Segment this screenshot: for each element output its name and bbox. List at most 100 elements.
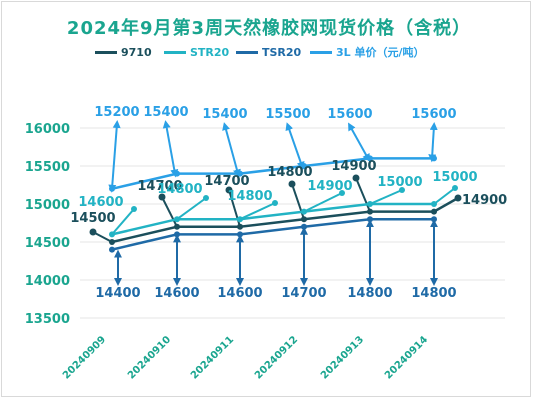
- data-point: [225, 186, 233, 194]
- data-point: [367, 208, 373, 215]
- data-label: 14900: [331, 159, 376, 174]
- callout-leader: [369, 189, 403, 205]
- data-label: 14500: [70, 211, 115, 226]
- data-label: 15400: [202, 107, 247, 122]
- legend-item-tsr20: TSR20: [236, 45, 301, 59]
- data-point: [431, 155, 437, 162]
- legend-label: TSR20: [262, 45, 302, 59]
- legend-label: STR20: [190, 45, 230, 59]
- data-label: 14600: [217, 286, 262, 301]
- legend-label: 9710: [121, 45, 152, 59]
- legend-swatch: [310, 50, 332, 54]
- data-point: [109, 231, 115, 238]
- data-label: 14800: [227, 189, 272, 204]
- data-label: 14600: [154, 286, 199, 301]
- callout-leader: [92, 231, 113, 243]
- data-label: 14700: [137, 179, 182, 194]
- y-tick-label: 16000: [25, 122, 70, 137]
- data-label: 14800: [267, 165, 312, 180]
- data-label: 14800: [347, 286, 392, 301]
- callout-leader: [176, 197, 207, 221]
- y-tick-label: 15000: [25, 198, 70, 213]
- data-label: 14900: [462, 193, 507, 208]
- data-point: [174, 216, 180, 223]
- data-point: [454, 194, 462, 202]
- data-point: [237, 170, 243, 177]
- data-point: [339, 190, 345, 196]
- data-point: [131, 206, 137, 212]
- data-point: [452, 185, 458, 191]
- series-line: [111, 217, 434, 251]
- chart-title: 2024年9月第3周天然橡胶网现货价格（含税）: [66, 18, 472, 39]
- data-point: [399, 187, 405, 193]
- callout-arrow: [108, 120, 121, 193]
- data-point: [272, 200, 278, 206]
- x-tick-label: 20240909: [61, 334, 108, 381]
- data-point: [203, 195, 209, 201]
- data-point: [367, 201, 373, 207]
- callout-arrow: [222, 122, 241, 178]
- data-point: [174, 231, 180, 238]
- data-point: [367, 216, 373, 223]
- y-tick-label: 14000: [25, 274, 70, 289]
- data-point: [237, 231, 243, 238]
- data-label: 14400: [95, 286, 140, 301]
- data-point: [352, 174, 360, 182]
- data-point: [174, 223, 180, 230]
- legend-item-9710: 9710: [95, 45, 152, 59]
- legend-swatch: [95, 50, 117, 54]
- data-point: [237, 216, 243, 223]
- data-point: [237, 223, 243, 230]
- data-label: 14700: [204, 174, 249, 189]
- data-point: [174, 170, 180, 177]
- x-tick-label: 20240914: [383, 334, 430, 381]
- data-point: [301, 163, 307, 169]
- data-point: [301, 208, 307, 215]
- data-point: [109, 239, 115, 245]
- x-tick-label: 20240910: [126, 334, 173, 381]
- data-point: [89, 228, 97, 236]
- data-point: [109, 246, 115, 253]
- y-tick-label: 14500: [25, 236, 70, 251]
- callout-arrow: [285, 122, 305, 170]
- legend-item-3l: 3L 单价（元/吨）: [310, 45, 425, 59]
- data-label: 14900: [307, 179, 352, 194]
- callout-arrow: [162, 120, 179, 178]
- callout-leader: [239, 202, 276, 221]
- data-label: 15600: [327, 107, 372, 122]
- series-line: [111, 202, 434, 236]
- data-label: 14800: [411, 286, 456, 301]
- data-point: [109, 185, 115, 192]
- series-line: [111, 157, 434, 191]
- data-point: [288, 180, 296, 188]
- x-tick-label: 20240911: [189, 334, 236, 381]
- callout-leader: [433, 187, 456, 205]
- y-tick-label: 15500: [25, 160, 70, 175]
- legend-item-str20: STR20: [164, 45, 229, 59]
- callout-leader: [161, 196, 178, 228]
- x-tick-label: 20240912: [253, 334, 300, 381]
- data-point: [431, 201, 437, 207]
- x-tick-label: 20240913: [319, 334, 366, 381]
- data-point: [431, 216, 437, 223]
- data-label: 15000: [377, 175, 422, 190]
- data-label: 14600: [78, 195, 123, 210]
- data-label: 15400: [143, 105, 188, 120]
- y-tick-label: 13500: [25, 312, 70, 327]
- callout-leader: [303, 192, 343, 213]
- callout-arrow: [348, 122, 370, 162]
- legend-label: 3L 单价（元/吨）: [336, 46, 425, 59]
- data-label: 15500: [265, 107, 310, 122]
- data-label: 15200: [94, 105, 139, 120]
- callout-arrow: [428, 122, 438, 163]
- callout-leader: [355, 177, 371, 212]
- data-point: [158, 193, 166, 201]
- data-label: 15600: [411, 107, 456, 122]
- data-label: 15000: [432, 170, 477, 185]
- data-point: [301, 216, 307, 223]
- data-label: 14800: [157, 182, 202, 197]
- callout-leader: [111, 208, 135, 236]
- data-point: [367, 155, 373, 162]
